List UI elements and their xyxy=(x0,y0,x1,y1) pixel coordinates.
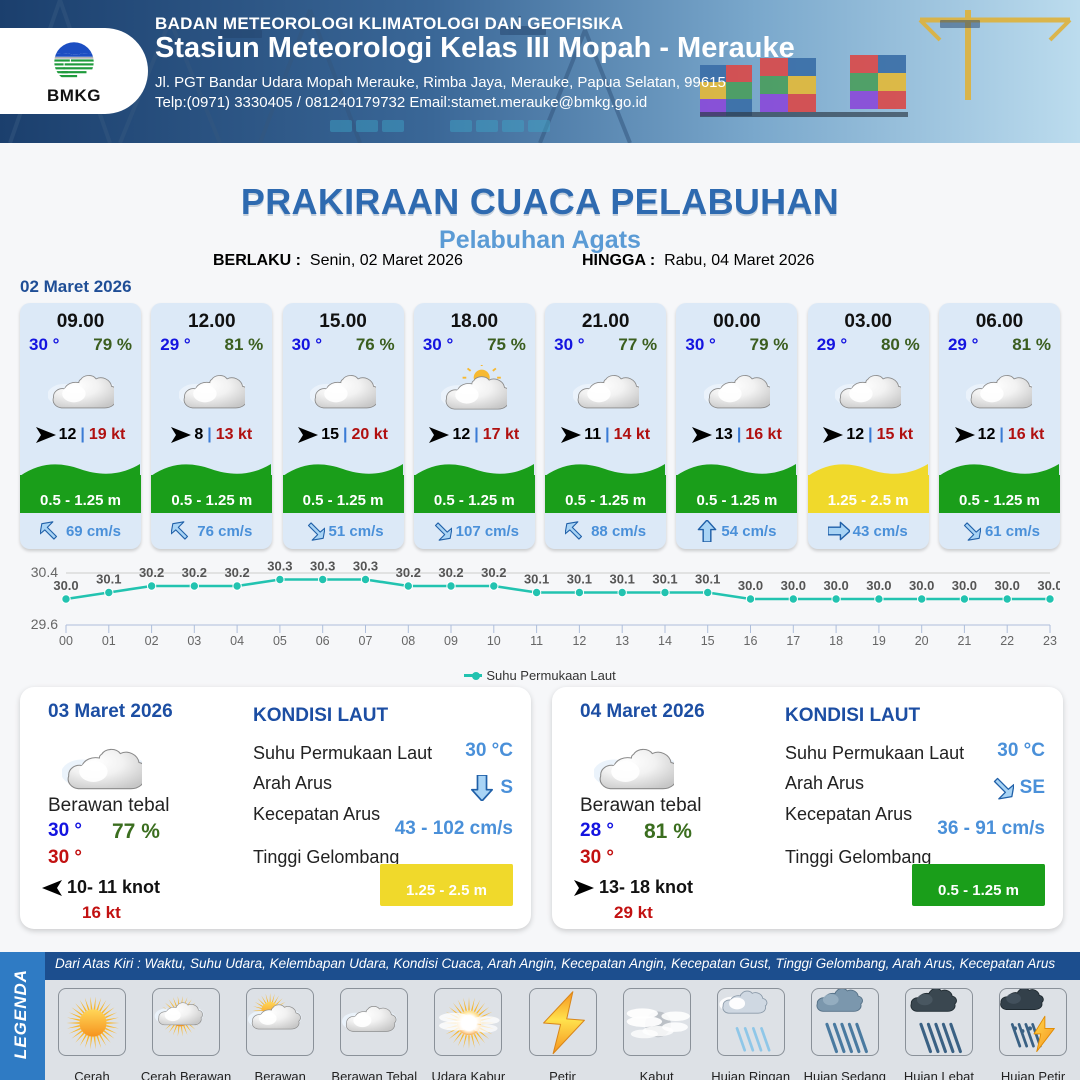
svg-text:30.0: 30.0 xyxy=(866,578,891,593)
svg-text:30.1: 30.1 xyxy=(96,572,121,587)
svg-text:02: 02 xyxy=(145,634,159,648)
svg-text:09: 09 xyxy=(444,634,458,648)
svg-text:30.1: 30.1 xyxy=(652,572,677,587)
svg-text:30.1: 30.1 xyxy=(567,572,592,587)
svg-text:30.3: 30.3 xyxy=(353,559,378,574)
svg-text:16: 16 xyxy=(744,634,758,648)
svg-text:30.3: 30.3 xyxy=(310,559,335,574)
svg-text:30.0: 30.0 xyxy=(1037,578,1060,593)
svg-text:30.2: 30.2 xyxy=(396,565,421,580)
svg-text:30.1: 30.1 xyxy=(695,572,720,587)
svg-text:11: 11 xyxy=(530,634,543,648)
svg-text:29.6: 29.6 xyxy=(31,616,58,632)
svg-text:05: 05 xyxy=(273,634,287,648)
svg-text:17: 17 xyxy=(786,634,800,648)
svg-text:30.0: 30.0 xyxy=(823,578,848,593)
svg-text:00: 00 xyxy=(59,634,73,648)
svg-text:21: 21 xyxy=(957,634,971,648)
svg-text:30.2: 30.2 xyxy=(182,565,207,580)
svg-text:30.2: 30.2 xyxy=(438,565,463,580)
svg-text:08: 08 xyxy=(401,634,415,648)
svg-text:22: 22 xyxy=(1000,634,1014,648)
svg-text:04: 04 xyxy=(230,634,244,648)
svg-text:30.3: 30.3 xyxy=(267,559,292,574)
svg-text:30.0: 30.0 xyxy=(781,578,806,593)
svg-text:30.2: 30.2 xyxy=(481,565,506,580)
svg-text:23: 23 xyxy=(1043,634,1057,648)
svg-text:13: 13 xyxy=(615,634,629,648)
svg-text:30.2: 30.2 xyxy=(139,565,164,580)
svg-text:03: 03 xyxy=(187,634,201,648)
svg-text:20: 20 xyxy=(915,634,929,648)
svg-text:30.2: 30.2 xyxy=(224,565,249,580)
svg-text:30.0: 30.0 xyxy=(995,578,1020,593)
svg-text:06: 06 xyxy=(316,634,330,648)
svg-text:07: 07 xyxy=(359,634,373,648)
svg-text:30.0: 30.0 xyxy=(738,578,763,593)
svg-text:01: 01 xyxy=(102,634,116,648)
svg-text:19: 19 xyxy=(872,634,886,648)
svg-text:30.1: 30.1 xyxy=(524,572,549,587)
svg-text:30.0: 30.0 xyxy=(952,578,977,593)
svg-text:30.0: 30.0 xyxy=(909,578,934,593)
svg-text:30.0: 30.0 xyxy=(53,578,78,593)
svg-text:30.1: 30.1 xyxy=(610,572,635,587)
svg-text:18: 18 xyxy=(829,634,843,648)
svg-text:14: 14 xyxy=(658,634,672,648)
svg-text:12: 12 xyxy=(572,634,586,648)
svg-text:10: 10 xyxy=(487,634,501,648)
svg-text:15: 15 xyxy=(701,634,715,648)
